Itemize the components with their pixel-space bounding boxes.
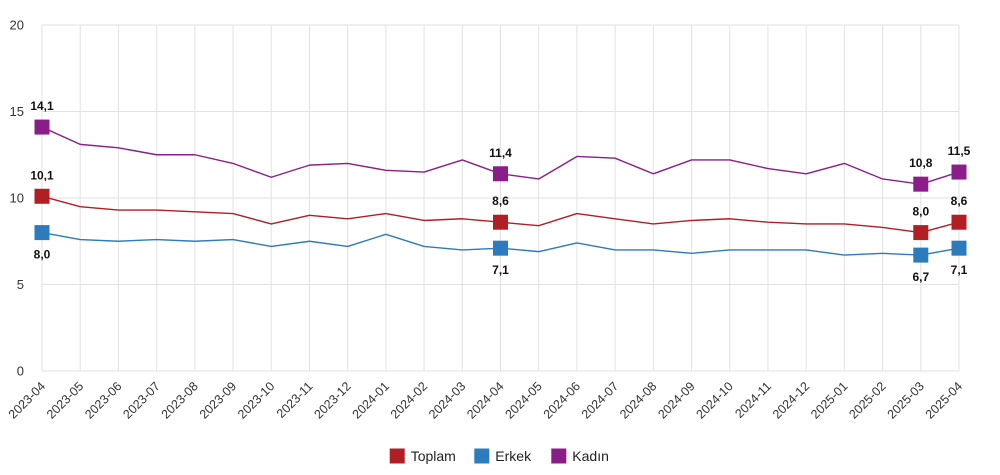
x-tick-label: 2023-07 — [120, 379, 162, 421]
legend-item[interactable]: Toplam — [389, 448, 456, 464]
legend-swatch — [389, 448, 405, 464]
data-label: 11,4 — [489, 146, 512, 160]
legend-label: Toplam — [411, 448, 456, 464]
x-tick-label: 2023-08 — [159, 379, 201, 421]
y-tick-label: 20 — [10, 18, 24, 33]
data-point-marker — [493, 166, 508, 182]
data-label: 6,7 — [912, 270, 929, 284]
horizontal-gridlines — [42, 24, 959, 372]
y-tick-label: 10 — [10, 191, 24, 206]
data-point-marker — [913, 176, 929, 192]
y-tick-label: 15 — [10, 104, 24, 119]
data-point-marker — [913, 247, 929, 263]
x-tick-label: 2024-10 — [694, 379, 736, 421]
x-tick-label: 2024-06 — [541, 379, 583, 421]
x-tick-label: 2023-05 — [44, 379, 86, 421]
legend-label: Kadın — [572, 448, 609, 464]
x-tick-label: 2024-07 — [579, 379, 621, 421]
y-tick-label: 5 — [17, 277, 24, 292]
data-label: 8,6 — [492, 194, 509, 208]
y-tick-label: 0 — [17, 364, 24, 379]
x-tick-label: 2023-09 — [197, 379, 239, 421]
data-labels: 10,1 8,6 8,0 8,6 8,0 7,1 6,7 7,1 14,1 11,4 10,8 11,… — [30, 99, 970, 284]
x-tick-label: 2024-08 — [617, 379, 659, 421]
data-point-marker — [951, 164, 967, 180]
legend[interactable]: Toplam Erkek Kadın — [389, 448, 609, 464]
data-point-marker — [493, 240, 508, 256]
legend-swatch — [474, 448, 490, 464]
series-markers — [34, 119, 967, 263]
x-axis-tick-labels: 2023-042023-052023-062023-072023-082023-… — [6, 379, 965, 421]
data-label: 7,1 — [951, 263, 968, 277]
x-tick-label: 2025-01 — [808, 379, 850, 421]
data-point-marker — [34, 119, 50, 135]
data-label: 8,0 — [912, 205, 929, 219]
data-point-marker — [913, 225, 929, 241]
data-point-marker — [34, 188, 50, 204]
data-label: 7,1 — [492, 263, 509, 277]
legend-item[interactable]: Kadın — [551, 448, 609, 464]
data-label: 8,0 — [34, 248, 51, 262]
data-label: 10,1 — [30, 168, 54, 182]
x-tick-label: 2023-10 — [235, 379, 277, 421]
data-point-marker — [951, 240, 967, 256]
x-tick-label: 2023-06 — [82, 379, 124, 421]
x-tick-label: 2024-05 — [502, 379, 544, 421]
data-label: 10,8 — [909, 156, 933, 170]
x-tick-label: 2025-03 — [885, 379, 927, 421]
x-tick-label: 2023-12 — [311, 379, 353, 421]
x-tick-label: 2025-04 — [923, 379, 965, 421]
x-tick-label: 2025-02 — [846, 379, 888, 421]
legend-item[interactable]: Erkek — [474, 448, 532, 464]
x-tick-label: 2024-01 — [350, 379, 392, 421]
x-tick-label: 2024-03 — [426, 379, 468, 421]
x-tick-label: 2024-11 — [732, 379, 774, 421]
data-point-marker — [951, 214, 967, 230]
data-label: 14,1 — [30, 99, 54, 113]
data-label: 11,5 — [948, 144, 971, 158]
data-label: 8,6 — [951, 194, 968, 208]
x-tick-label: 2023-04 — [6, 379, 48, 421]
x-tick-label: 2024-02 — [388, 379, 430, 421]
data-point-marker — [493, 214, 508, 230]
x-tick-label: 2023-11 — [274, 379, 316, 421]
x-tick-label: 2024-04 — [464, 379, 506, 421]
legend-label: Erkek — [495, 448, 532, 464]
x-tick-label: 2024-09 — [655, 379, 697, 421]
x-tick-label: 2024-12 — [770, 379, 812, 421]
data-point-marker — [34, 225, 50, 241]
y-axis-tick-labels: 0 5 10 15 20 — [10, 18, 24, 379]
legend-swatch — [551, 448, 567, 464]
